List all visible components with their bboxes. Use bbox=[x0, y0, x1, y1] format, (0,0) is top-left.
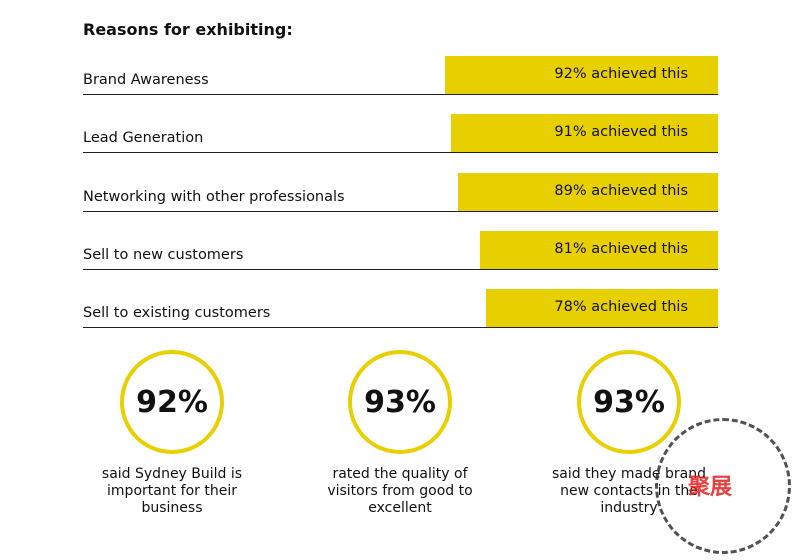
reason-row: Sell to new customers 81% achieved this bbox=[83, 231, 718, 270]
qr-code-watermark: 聚展 bbox=[655, 418, 791, 554]
reason-label: Sell to new customers bbox=[83, 247, 244, 263]
achievement-bar: 89% achieved this bbox=[458, 173, 718, 211]
achievement-text: 91% achieved this bbox=[554, 124, 688, 140]
stat-description: rated the quality of visitors from good … bbox=[327, 466, 473, 516]
achievement-text: 78% achieved this bbox=[554, 299, 688, 315]
reason-label: Sell to existing customers bbox=[83, 305, 271, 321]
reason-label: Networking with other professionals bbox=[83, 189, 345, 205]
stat-circle: 93% bbox=[348, 350, 452, 454]
achievement-text: 89% achieved this bbox=[554, 183, 688, 199]
reason-row: Lead Generation 91% achieved this bbox=[83, 114, 718, 153]
achievement-bar: 91% achieved this bbox=[451, 114, 718, 152]
reason-row: Sell to existing customers 78% achieved t… bbox=[83, 289, 718, 328]
reason-row: Brand Awareness 92% achieved this bbox=[83, 56, 718, 95]
section-title: Reasons for exhibiting: bbox=[83, 20, 293, 39]
achievement-bar: 92% achieved this bbox=[445, 56, 718, 94]
stat-block: 92% said Sydney Build is important for th… bbox=[72, 350, 272, 517]
stat-block: 93% rated the quality of visitors from go… bbox=[300, 350, 500, 517]
achievement-text: 92% achieved this bbox=[554, 66, 688, 82]
reason-row: Networking with other professionals 89% a… bbox=[83, 173, 718, 212]
stat-circle: 93% bbox=[577, 350, 681, 454]
stat-description: said Sydney Build is important for their… bbox=[101, 466, 243, 516]
achievement-bar: 78% achieved this bbox=[486, 289, 718, 327]
achievement-bar: 81% achieved this bbox=[480, 231, 718, 269]
watermark-logo: 聚展 bbox=[688, 475, 733, 500]
stat-circle: 92% bbox=[120, 350, 224, 454]
reason-label: Lead Generation bbox=[83, 130, 204, 146]
reason-label: Brand Awareness bbox=[83, 72, 209, 88]
achievement-text: 81% achieved this bbox=[554, 241, 688, 257]
